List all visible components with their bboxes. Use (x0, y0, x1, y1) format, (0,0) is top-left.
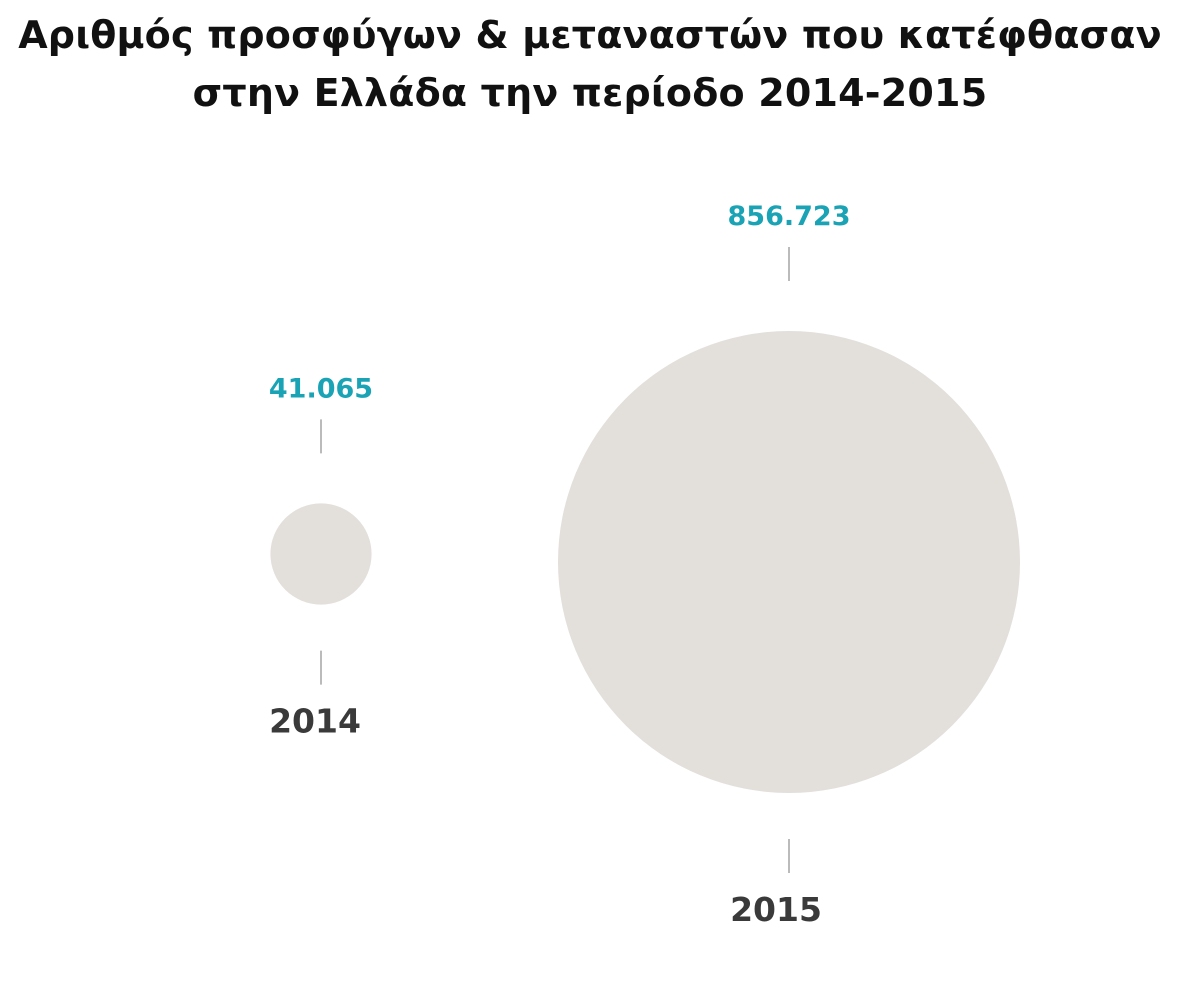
bubble-group-2014: 41.065 2014 (269, 373, 373, 740)
value-label-2014: 41.065 (269, 373, 373, 404)
chart-title-line-2: στην Ελλάδα την περίοδο 2014-2015 (192, 71, 988, 115)
chart-title: Αριθμός προσφύγων & μεταναστών που κατέφ… (0, 6, 1180, 122)
year-label-2014: 2014 (269, 702, 361, 741)
bubble-2014 (270, 503, 372, 605)
chart-title-line-1: Αριθμός προσφύγων & μεταναστών που κατέφ… (18, 13, 1162, 57)
bubble-2015 (558, 331, 1020, 793)
bubble-group-2015: 856.723 2015 (558, 201, 1020, 929)
value-label-2015: 856.723 (728, 201, 851, 232)
year-label-2015: 2015 (730, 890, 822, 929)
